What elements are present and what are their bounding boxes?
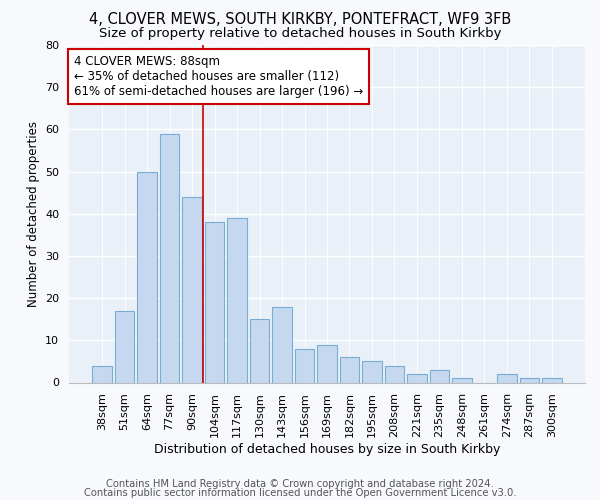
Text: Contains HM Land Registry data © Crown copyright and database right 2024.: Contains HM Land Registry data © Crown c… xyxy=(106,479,494,489)
Bar xyxy=(407,374,427,382)
Bar xyxy=(497,374,517,382)
Bar xyxy=(250,319,269,382)
Bar xyxy=(295,349,314,382)
Bar xyxy=(160,134,179,382)
Bar xyxy=(362,362,382,382)
Bar xyxy=(137,172,157,382)
Bar xyxy=(542,378,562,382)
Bar xyxy=(452,378,472,382)
X-axis label: Distribution of detached houses by size in South Kirkby: Distribution of detached houses by size … xyxy=(154,443,500,456)
Bar xyxy=(317,344,337,383)
Bar xyxy=(205,222,224,382)
Bar xyxy=(430,370,449,382)
Text: 4, CLOVER MEWS, SOUTH KIRKBY, PONTEFRACT, WF9 3FB: 4, CLOVER MEWS, SOUTH KIRKBY, PONTEFRACT… xyxy=(89,12,511,28)
Y-axis label: Number of detached properties: Number of detached properties xyxy=(26,120,40,306)
Bar xyxy=(115,311,134,382)
Bar xyxy=(227,218,247,382)
Text: Size of property relative to detached houses in South Kirkby: Size of property relative to detached ho… xyxy=(99,28,501,40)
Bar xyxy=(92,366,112,382)
Text: Contains public sector information licensed under the Open Government Licence v3: Contains public sector information licen… xyxy=(84,488,516,498)
Bar xyxy=(520,378,539,382)
Bar xyxy=(340,357,359,382)
Text: 4 CLOVER MEWS: 88sqm
← 35% of detached houses are smaller (112)
61% of semi-deta: 4 CLOVER MEWS: 88sqm ← 35% of detached h… xyxy=(74,55,364,98)
Bar xyxy=(182,197,202,382)
Bar xyxy=(385,366,404,382)
Bar xyxy=(272,306,292,382)
